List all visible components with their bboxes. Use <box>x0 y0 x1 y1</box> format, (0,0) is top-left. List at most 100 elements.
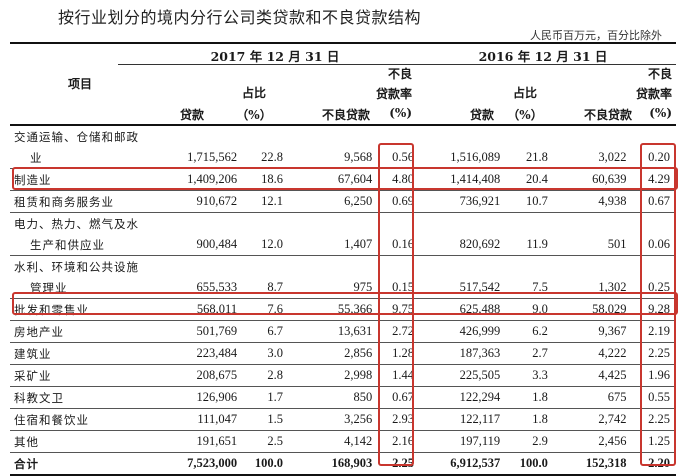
total-row: 合计 7,523,000 100.0 168,903 2.25 6,912,53… <box>10 453 676 475</box>
header-ratio-2017-l3: (%) <box>389 106 412 120</box>
npl-2016: 2,456 <box>598 434 627 448</box>
industry-name: 电力、热力、燃气及水 <box>14 216 139 231</box>
npl-2016: 1,302 <box>598 280 627 294</box>
share-2017: 12.0 <box>261 237 283 251</box>
share-2016: 2.7 <box>532 346 548 360</box>
ratio-2016: 2.19 <box>648 324 670 338</box>
ratio-2017: 0.67 <box>392 390 414 404</box>
table-row-line1: 交通运输、仓储和邮政 <box>10 126 676 147</box>
share-2016: 21.8 <box>526 150 548 164</box>
header-share-2016-l1: 占比 <box>512 86 537 100</box>
share-2017: 6.7 <box>267 324 283 338</box>
header-rule <box>10 124 676 126</box>
npl-2017: 4,142 <box>344 434 373 448</box>
ratio-2016: 1.25 <box>648 434 670 448</box>
npl-2017: 9,568 <box>344 150 373 164</box>
loan-2016: 426,999 <box>459 324 501 338</box>
loan-2016: 225,505 <box>459 368 501 382</box>
share-2016: 10.7 <box>526 194 548 208</box>
share-2016: 11.9 <box>526 237 548 251</box>
npl-2017: 168,903 <box>331 456 373 470</box>
ratio-2016: 2.25 <box>648 412 670 426</box>
industry-name-cont: 管理业 <box>30 280 68 295</box>
loan-2017: 1,715,562 <box>187 150 238 164</box>
industry-name: 采矿业 <box>14 368 52 383</box>
npl-2016: 4,425 <box>598 368 627 382</box>
industry-name: 建筑业 <box>14 346 52 361</box>
ratio-2017: 2.93 <box>392 412 414 426</box>
share-2017: 12.1 <box>261 194 283 208</box>
industry-name: 水利、环境和公共设施 <box>14 259 139 274</box>
npl-2016: 3,022 <box>598 150 627 164</box>
table-row: 业 1,715,562 22.8 9,568 0.56 1,516,089 21… <box>10 147 676 169</box>
share-2016: 2.9 <box>532 434 548 448</box>
header-ratio-2016-l1: 不良 <box>647 67 672 81</box>
header-ratio-2016-l3: (%) <box>649 106 672 120</box>
loan-2017: 501,769 <box>196 324 238 338</box>
ratio-2016: 2.25 <box>648 346 670 360</box>
loan-2016: 820,692 <box>459 237 501 251</box>
ratio-2017: 0.56 <box>392 150 414 164</box>
table-row: 采矿业 208,675 2.8 2,998 1.44 225,505 3.3 4… <box>10 365 676 387</box>
ratio-2017: 9.75 <box>392 302 414 316</box>
share-2016: 20.4 <box>526 172 548 186</box>
table-row: 建筑业 223,484 3.0 2,856 1.28 187,363 2.7 4… <box>10 343 676 365</box>
ratio-2016: 1.96 <box>648 368 670 382</box>
loan-2016: 1,414,408 <box>450 172 501 186</box>
ratio-2017: 1.44 <box>392 368 414 382</box>
header-share-2016-l2: （%） <box>507 108 543 122</box>
loan-2017: 568,011 <box>196 302 238 316</box>
industry-name-cont: 业 <box>30 150 43 165</box>
loan-2017: 900,484 <box>196 237 238 251</box>
loan-2016: 197,119 <box>460 434 501 448</box>
table-row: 生产和供应业 900,484 12.0 1,407 0.16 820,692 1… <box>10 234 676 256</box>
header-year-2016: 2016 年 12 月 31 日 <box>478 49 608 64</box>
loan-2016: 122,117 <box>460 412 501 426</box>
header-loan-2017: 贷款 <box>179 108 204 122</box>
ratio-2017: 2.72 <box>392 324 414 338</box>
table-row-line1: 电力、热力、燃气及水 <box>10 213 676 235</box>
share-2017: 1.5 <box>267 412 283 426</box>
industry-name: 制造业 <box>14 172 52 187</box>
share-2017: 3.0 <box>267 346 283 360</box>
npl-2017: 55,366 <box>337 302 373 316</box>
loan-2017: 7,523,000 <box>187 456 238 470</box>
ratio-2017: 2.16 <box>392 434 414 448</box>
industry-name: 其他 <box>14 434 39 449</box>
npl-2017: 1,407 <box>344 237 373 251</box>
share-2016: 9.0 <box>532 302 548 316</box>
header-ratio-2017-l1: 不良 <box>387 67 412 81</box>
header-item: 项目 <box>67 77 92 91</box>
unit-note: 人民币百万元，百分比除外 <box>530 29 662 42</box>
loan-2017: 655,533 <box>196 280 238 294</box>
loan-2017: 208,675 <box>196 368 238 382</box>
npl-2016: 2,742 <box>598 412 627 426</box>
highlight-ratio-2017-column <box>378 143 414 466</box>
ratio-2017: 1.28 <box>392 346 414 360</box>
share-2016: 1.8 <box>532 390 548 404</box>
industry-name-cont: 生产和供应业 <box>30 237 105 252</box>
highlight-ratio-2016-column <box>640 143 676 466</box>
npl-2016: 152,318 <box>585 456 627 470</box>
table-row-line1: 水利、环境和公共设施 <box>10 256 676 278</box>
loan-2016: 1,516,089 <box>450 150 501 164</box>
share-2016: 3.3 <box>532 368 548 382</box>
npl-2017: 3,256 <box>344 412 373 426</box>
loan-2017: 910,672 <box>196 194 238 208</box>
ratio-2017: 0.15 <box>392 280 414 294</box>
loan-2017: 191,651 <box>196 434 238 448</box>
total-label: 合计 <box>14 456 39 471</box>
loan-2017: 1,409,206 <box>187 172 238 186</box>
ratio-2016: 0.20 <box>648 150 670 164</box>
share-2017: 22.8 <box>261 150 283 164</box>
npl-2017: 67,604 <box>337 172 373 186</box>
ratio-2016: 0.67 <box>648 194 670 208</box>
share-2017: 8.7 <box>267 280 283 294</box>
share-2017: 2.5 <box>267 434 283 448</box>
loan-2016: 736,921 <box>459 194 501 208</box>
npl-2016: 60,639 <box>592 172 627 186</box>
npl-2016: 9,367 <box>598 324 627 338</box>
header-year-2017: 2017 年 12 月 31 日 <box>210 49 340 64</box>
table-title: 按行业划分的境内分行公司类贷款和不良贷款结构 <box>58 8 422 27</box>
loan-2016: 625,488 <box>459 302 501 316</box>
